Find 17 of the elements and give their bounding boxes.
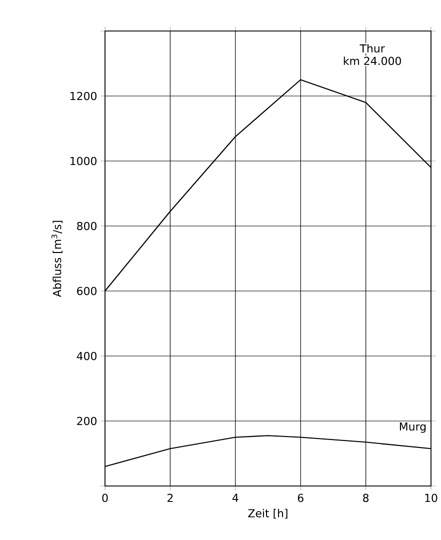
x-tick-label: 6 — [298, 494, 304, 502]
x-tick-label: 0 — [102, 494, 108, 502]
legend-label: Murg — [400, 422, 426, 433]
y-axis-title: Abfluss [m$^{3}$/s] — [51, 220, 62, 298]
x-tick-label: 2 — [168, 494, 173, 502]
x-tick-label: 10 — [425, 494, 438, 502]
x-axis-title: Zeit [h] — [248, 508, 288, 519]
y-tick-label: 800 — [77, 222, 96, 230]
annotation: km 24.000 — [344, 56, 401, 66]
y-tick-label: 1000 — [70, 156, 96, 166]
x-tick-label: 4 — [232, 494, 238, 502]
y-tick-label: 200 — [77, 416, 96, 426]
y-tick-label: 1200 — [70, 92, 96, 100]
y-tick-label: 600 — [77, 286, 96, 296]
x-tick-label: 8 — [363, 494, 369, 502]
y-tick-label: 400 — [76, 352, 96, 360]
legend-label: Thur — [360, 44, 385, 53]
